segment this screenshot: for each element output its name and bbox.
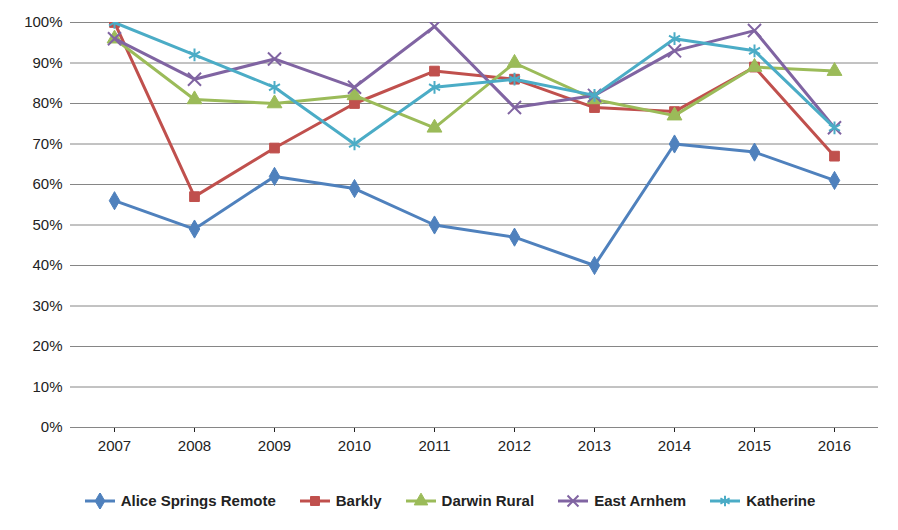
svg-text:2015: 2015: [738, 437, 771, 454]
svg-text:10%: 10%: [32, 378, 62, 395]
svg-text:90%: 90%: [32, 54, 62, 71]
svg-text:2016: 2016: [818, 437, 851, 454]
html-text:Barkly: Barkly: [335, 492, 382, 509]
svg-text:40%: 40%: [32, 256, 62, 273]
html-text:Darwin Rural: Darwin Rural: [441, 492, 535, 509]
html-text:Alice Springs Remote: Alice Springs Remote: [120, 492, 276, 509]
svg-text:80%: 80%: [32, 94, 62, 111]
svg-text:2011: 2011: [418, 437, 450, 454]
html-text:East Arnhem: East Arnhem: [594, 492, 687, 509]
svg-text:50%: 50%: [32, 216, 62, 233]
svg-text:2013: 2013: [578, 437, 611, 454]
svg-text:2010: 2010: [338, 437, 371, 454]
html-text:Katherine: Katherine: [746, 492, 816, 509]
svg-text:100%: 100%: [24, 13, 62, 30]
svg-text:70%: 70%: [32, 135, 62, 152]
svg-text:60%: 60%: [32, 175, 62, 192]
svg-text:2007: 2007: [98, 437, 131, 454]
svg-text:20%: 20%: [32, 337, 62, 354]
svg-text:30%: 30%: [32, 297, 62, 314]
svg-text:2012: 2012: [498, 437, 531, 454]
svg-text:2008: 2008: [178, 437, 211, 454]
svg-text:2009: 2009: [258, 437, 291, 454]
svg-text:0%: 0%: [41, 418, 63, 435]
svg-text:2014: 2014: [658, 437, 691, 454]
